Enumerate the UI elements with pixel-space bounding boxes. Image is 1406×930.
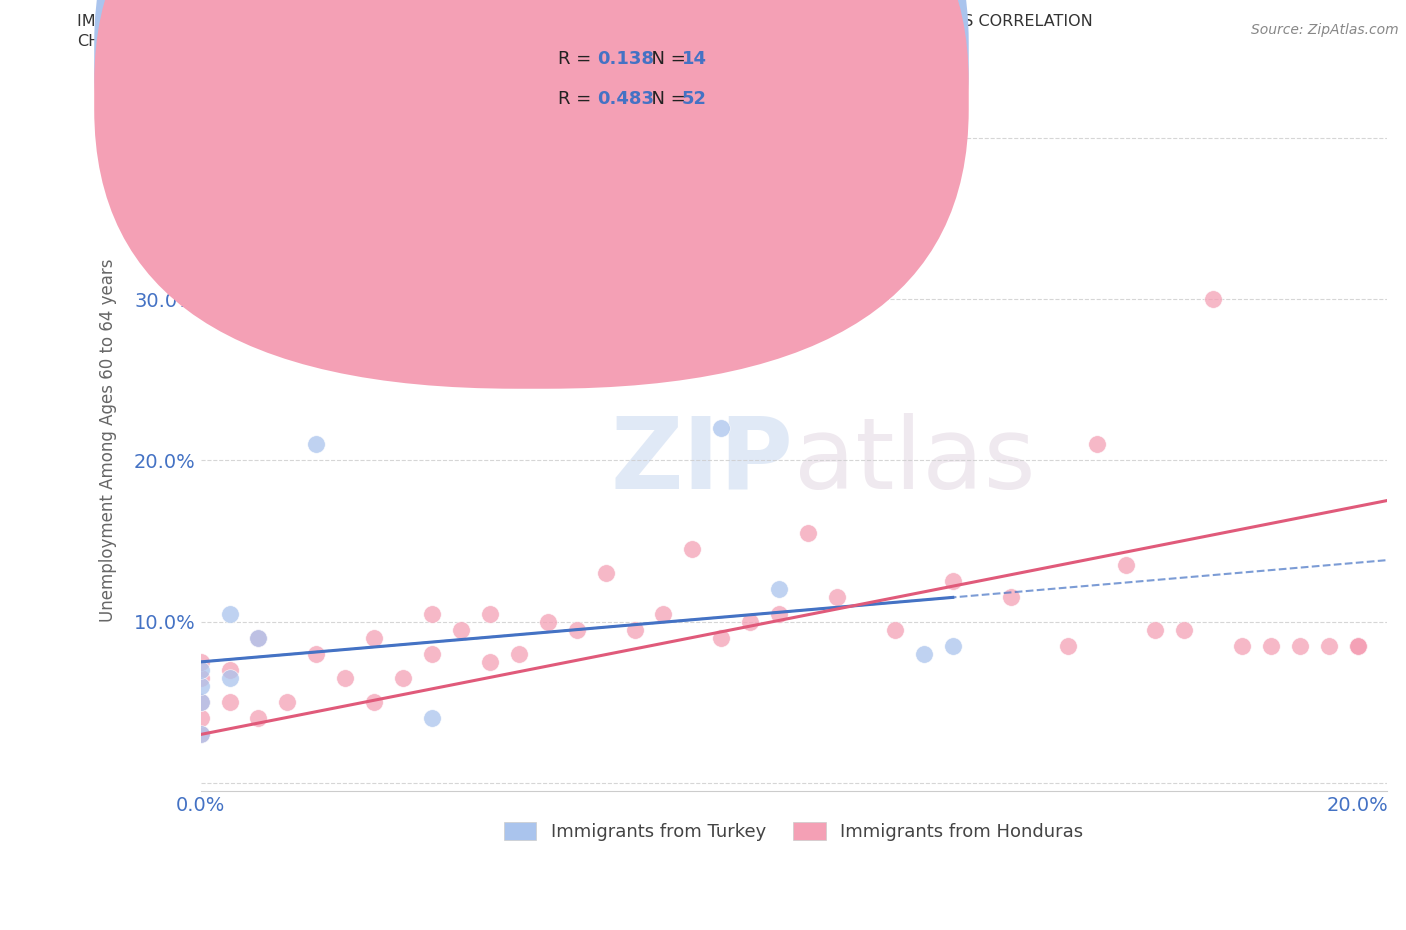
Text: IMMIGRANTS FROM TURKEY VS IMMIGRANTS FROM HONDURAS UNEMPLOYMENT AMONG AGES 60 TO: IMMIGRANTS FROM TURKEY VS IMMIGRANTS FRO… [77,14,1092,29]
Point [537,614,560,629]
Point [1144,622,1167,637]
Point [218,695,240,710]
Point [276,695,298,710]
Point [797,525,820,540]
Point [508,646,530,661]
Text: 52: 52 [682,89,707,108]
Point [768,606,790,621]
Point [565,622,588,637]
Point [942,574,965,589]
Point [942,638,965,653]
Point [478,606,501,621]
Point [1000,590,1022,604]
Point [190,695,212,710]
Text: N =: N = [640,89,692,108]
Point [1115,558,1137,573]
Text: 14: 14 [682,50,707,68]
Text: 0.138: 0.138 [598,50,655,68]
Text: Source: ZipAtlas.com: Source: ZipAtlas.com [1251,23,1399,37]
Point [1202,292,1225,307]
Point [190,671,212,685]
Point [1173,622,1195,637]
Point [740,614,762,629]
Point [392,671,415,685]
Point [768,582,790,597]
Point [247,631,270,645]
Point [884,622,907,637]
Text: R =: R = [558,89,598,108]
Point [218,662,240,677]
Point [420,606,443,621]
Point [218,606,240,621]
Point [1057,638,1080,653]
Point [218,671,240,685]
Point [1317,638,1340,653]
Text: R =: R = [558,50,598,68]
Point [710,420,733,435]
Point [1347,638,1369,653]
Point [190,695,212,710]
Point [247,711,270,725]
Point [420,646,443,661]
Point [478,655,501,670]
Point [305,646,328,661]
Point [1347,638,1369,653]
Point [247,631,270,645]
Point [1289,638,1312,653]
Point [1087,437,1109,452]
Point [1230,638,1253,653]
Point [825,590,848,604]
Point [478,195,501,210]
Point [652,606,675,621]
Point [190,655,212,670]
Point [912,646,935,661]
Point [190,662,212,677]
Point [595,565,617,580]
Point [1347,638,1369,653]
Text: N =: N = [640,50,692,68]
Point [335,671,357,685]
Y-axis label: Unemployment Among Ages 60 to 64 years: Unemployment Among Ages 60 to 64 years [100,259,117,622]
Point [420,711,443,725]
Text: atlas: atlas [793,413,1035,510]
Legend: Immigrants from Turkey, Immigrants from Honduras: Immigrants from Turkey, Immigrants from … [496,815,1091,848]
Text: ZIP: ZIP [610,413,793,510]
Point [623,622,645,637]
Point [190,727,212,742]
Text: CHART: CHART [77,34,131,49]
Point [190,679,212,694]
Point [305,437,328,452]
Point [710,631,733,645]
Point [363,631,385,645]
Text: 0.483: 0.483 [598,89,655,108]
Point [681,541,703,556]
Point [450,622,472,637]
Point [363,695,385,710]
Point [190,711,212,725]
Point [190,727,212,742]
Point [1260,638,1282,653]
